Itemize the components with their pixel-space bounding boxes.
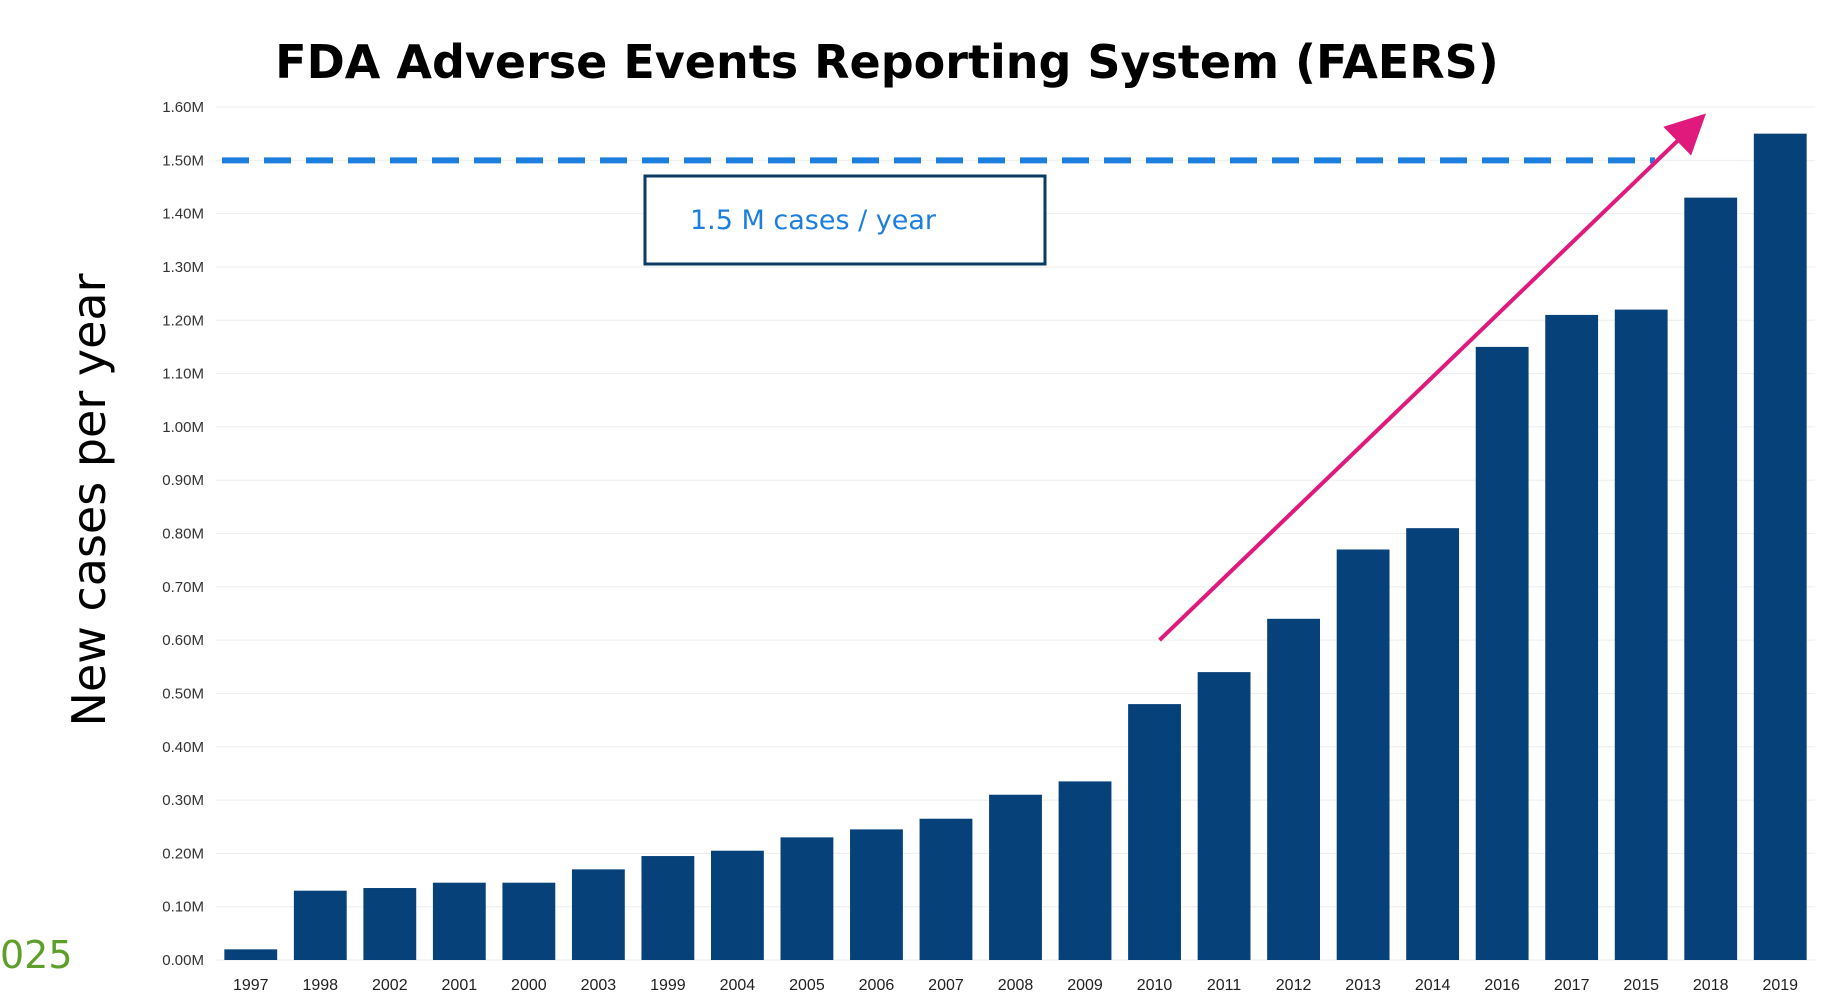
y-tick-label: 0.50M (162, 685, 204, 702)
y-axis-label: New cases per year (62, 273, 116, 726)
y-tick-label: 1.10M (162, 366, 204, 383)
x-tick-label: 2003 (581, 977, 617, 994)
y-tick-label: 1.60M (162, 99, 204, 116)
bar-2017 (1545, 314, 1599, 960)
y-tick-label: 0.00M (162, 952, 204, 969)
bar-2011 (1197, 672, 1251, 960)
y-tick-label: 1.20M (162, 312, 204, 329)
chart-title: FDA Adverse Events Reporting System (FAE… (275, 35, 1499, 89)
bar-2010 (1128, 704, 1181, 960)
y-tick-label: 0.10M (162, 899, 204, 916)
y-tick-label: 0.70M (162, 579, 204, 596)
bar-2018 (1684, 197, 1738, 961)
x-tick-label: 2010 (1137, 977, 1173, 994)
bar-2019 (1753, 133, 1807, 960)
bar-2014 (1406, 528, 1460, 960)
x-tick-label: 2007 (928, 977, 964, 994)
x-tick-label: 1997 (233, 977, 269, 994)
x-axis-ticks: 1997 1998 2002 2001 2000 2003 1999 2004 2005 2006… (233, 977, 1798, 994)
x-tick-label: 2019 (1762, 977, 1798, 994)
x-tick-label: 2015 (1623, 977, 1659, 994)
bar-1997 (224, 949, 278, 960)
x-tick-label: 2001 (442, 977, 478, 994)
x-tick-label: 1999 (650, 977, 686, 994)
y-tick-label: 0.30M (162, 792, 204, 809)
x-tick-label: 2005 (789, 977, 825, 994)
y-tick-label: 0.60M (162, 632, 204, 649)
y-tick-label: 0.80M (162, 526, 204, 543)
bar-2013 (1336, 549, 1390, 960)
bar-2015 (1614, 309, 1668, 960)
x-tick-label: 2002 (372, 977, 408, 994)
x-tick-label: 2013 (1345, 977, 1381, 994)
x-tick-label: 2018 (1693, 977, 1729, 994)
bar-1999 (641, 856, 695, 960)
y-tick-label: 1.40M (162, 206, 204, 223)
x-tick-label: 2011 (1207, 977, 1242, 994)
trend-arrow (1158, 113, 1706, 642)
bar-2009 (1058, 781, 1112, 960)
y-tick-label: 0.90M (162, 472, 204, 489)
x-tick-label: 2008 (998, 977, 1034, 994)
bar-2002 (363, 888, 417, 960)
x-tick-label: 2014 (1415, 977, 1451, 994)
x-tick-label: 2004 (720, 977, 756, 994)
bar-2000 (502, 882, 556, 960)
bar-2001 (432, 882, 486, 960)
y-tick-label: 1.30M (162, 259, 204, 276)
bar-2003 (571, 869, 625, 960)
annotation-box-border (643, 174, 1047, 266)
bars (224, 133, 1807, 961)
y-tick-label: 0.40M (162, 739, 204, 756)
x-tick-label: 2012 (1276, 977, 1312, 994)
bar-2006 (850, 829, 903, 960)
x-tick-label: 2006 (859, 977, 895, 994)
bar-2008 (989, 794, 1042, 960)
bar-1998 (293, 890, 347, 960)
bar-2005 (780, 837, 834, 960)
x-tick-label: 1998 (302, 977, 338, 994)
bar-2012 (1267, 618, 1321, 960)
annotation-text: 1.5 M cases / year (690, 205, 937, 236)
x-tick-label: 2009 (1067, 977, 1103, 994)
x-tick-label: 2016 (1484, 977, 1520, 994)
x-tick-label: 2000 (511, 977, 547, 994)
y-axis-ticks: 0.00M 0.10M 0.20M 0.30M 0.40M 0.50M 0.60M 0.70M… (162, 99, 204, 969)
annotation-box: 1.5 M cases / year (643, 174, 1047, 266)
y-tick-label: 1.50M (162, 152, 204, 169)
x-tick-label: 2017 (1554, 977, 1590, 994)
corner-text: 025 (0, 933, 73, 977)
bar-2016 (1475, 346, 1529, 960)
y-tick-label: 0.20M (162, 845, 204, 862)
bar-2004 (710, 850, 764, 960)
bar-2007 (919, 818, 973, 960)
y-tick-label: 1.00M (162, 419, 204, 436)
